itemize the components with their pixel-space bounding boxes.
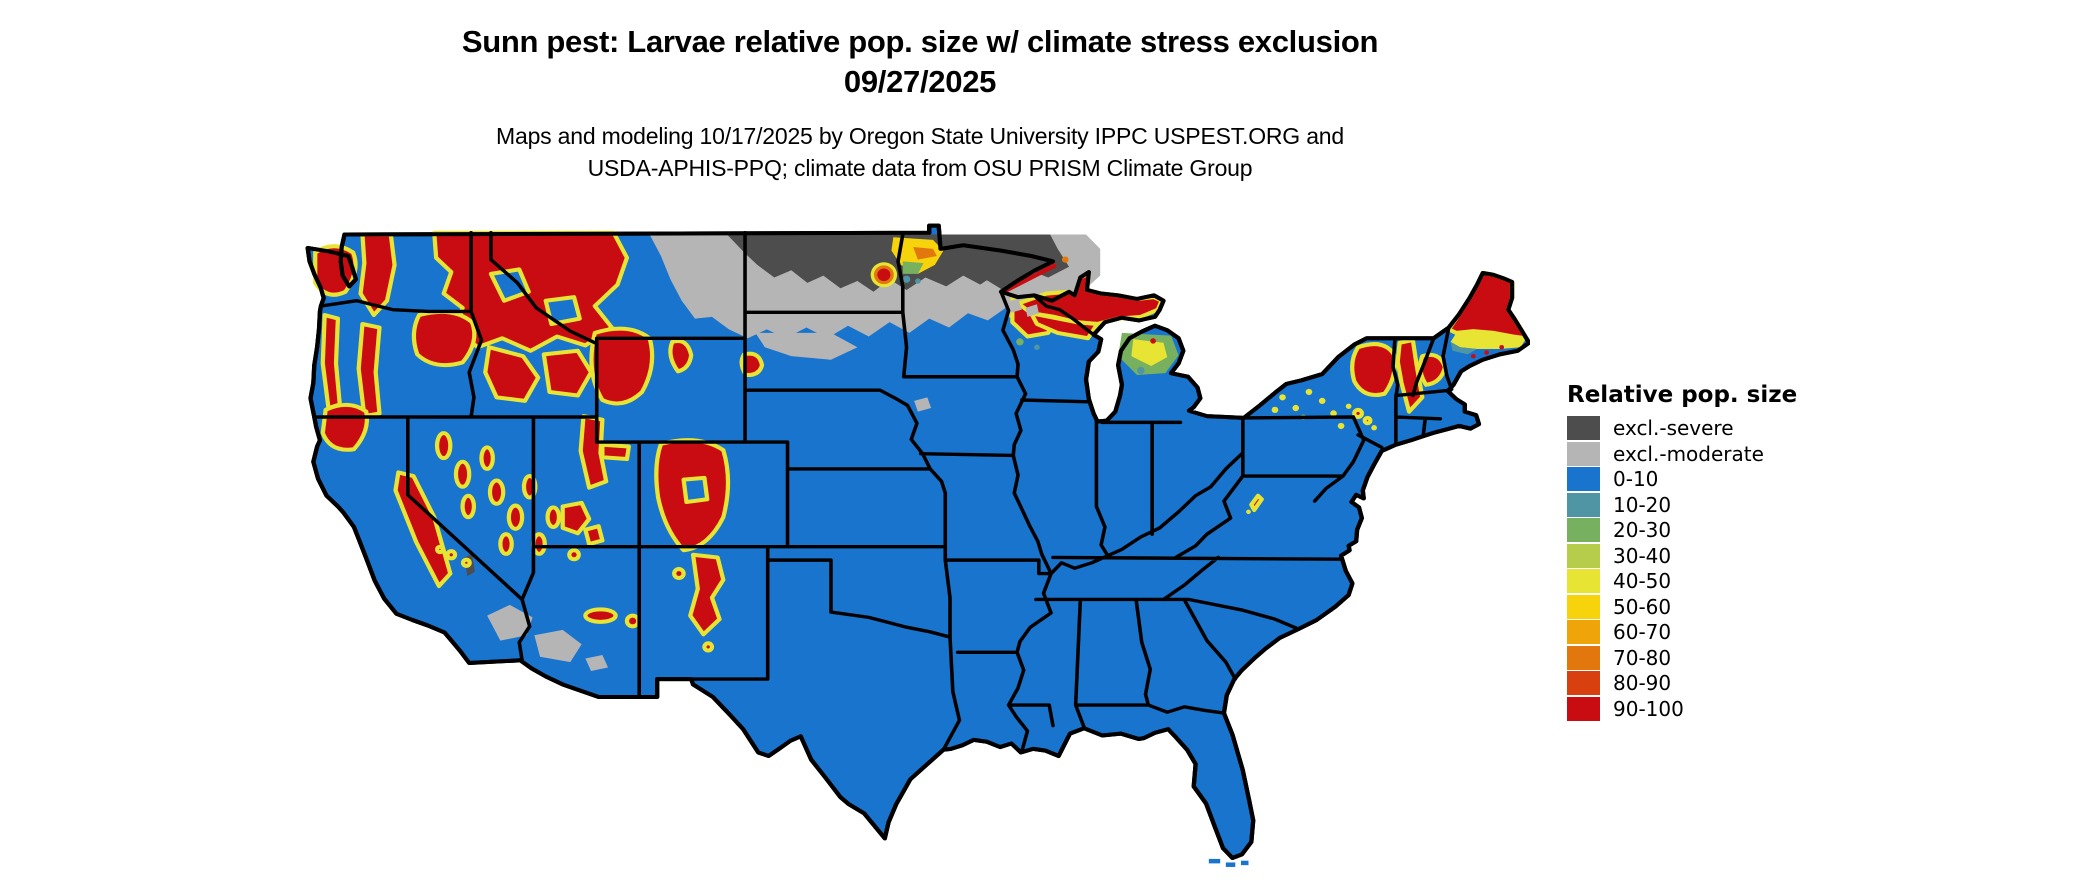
legend-label: 10-20 <box>1613 492 1672 517</box>
legend-item: 0-10 <box>1567 467 1867 491</box>
legend-item: 60-70 <box>1567 620 1867 644</box>
legend-swatch <box>1567 671 1600 695</box>
us-outline <box>305 223 1530 861</box>
map-subtitle: Maps and modeling 10/17/2025 by Oregon S… <box>0 120 1840 184</box>
legend-label: 80-90 <box>1613 671 1672 695</box>
legend-item: 50-60 <box>1567 594 1867 619</box>
legend-label: 90-100 <box>1613 696 1684 721</box>
superior-shore-stripe <box>1001 262 1057 294</box>
map-title-date: 09/27/2025 <box>843 64 997 99</box>
map-subtitle-line2: USDA-APHIS-PPQ; climate data from OSU PR… <box>587 155 1253 181</box>
legend-item: 40-50 <box>1567 569 1867 593</box>
legend-label: 50-60 <box>1613 594 1672 619</box>
legend-swatch <box>1567 441 1600 466</box>
legend-items: excl.-severe excl.-moderate 0-10 10-20 20-30… <box>1567 416 1867 721</box>
legend-label: 40-50 <box>1613 569 1672 593</box>
legend-swatch <box>1567 467 1600 491</box>
legend-item: 80-90 <box>1567 671 1867 695</box>
legend-swatch <box>1567 416 1600 440</box>
legend-title: Relative pop. size <box>1567 382 1798 408</box>
legend-item: 70-80 <box>1567 645 1867 670</box>
legend-swatch <box>1567 569 1600 593</box>
legend-label: 30-40 <box>1613 543 1672 568</box>
legend-label: 20-30 <box>1613 518 1672 542</box>
map-title-line1: Sunn pest: Larvae relative pop. size w/ … <box>461 24 1379 59</box>
legend-swatch <box>1567 492 1600 517</box>
legend-item: excl.-moderate <box>1567 441 1867 466</box>
legend-label: 60-70 <box>1613 620 1672 644</box>
legend-label: 70-80 <box>1613 645 1672 670</box>
legend-label: excl.-moderate <box>1613 441 1764 466</box>
legend-swatch <box>1567 518 1600 542</box>
legend-label: excl.-severe <box>1613 416 1734 440</box>
legend-swatch <box>1567 620 1600 644</box>
state-borders <box>312 231 1454 754</box>
map-region-transitional <box>870 237 1527 867</box>
legend: Relative pop. size excl.-severe excl.-mod… <box>1567 382 1867 722</box>
legend-item: 90-100 <box>1567 696 1867 721</box>
legend-item: excl.-severe <box>1567 416 1867 440</box>
legend-swatch <box>1567 543 1600 568</box>
us-choropleth-map <box>305 223 1530 867</box>
legend-swatch <box>1567 696 1600 721</box>
legend-item: 30-40 <box>1567 543 1867 568</box>
map-title: Sunn pest: Larvae relative pop. size w/ … <box>0 22 1840 102</box>
legend-item: 10-20 <box>1567 492 1867 517</box>
legend-item: 20-30 <box>1567 518 1867 542</box>
map-region-high-pop <box>313 230 1529 653</box>
legend-swatch <box>1567 594 1600 619</box>
map-subtitle-line1: Maps and modeling 10/17/2025 by Oregon S… <box>496 123 1344 149</box>
legend-swatch <box>1567 645 1600 670</box>
legend-label: 0-10 <box>1613 467 1659 491</box>
